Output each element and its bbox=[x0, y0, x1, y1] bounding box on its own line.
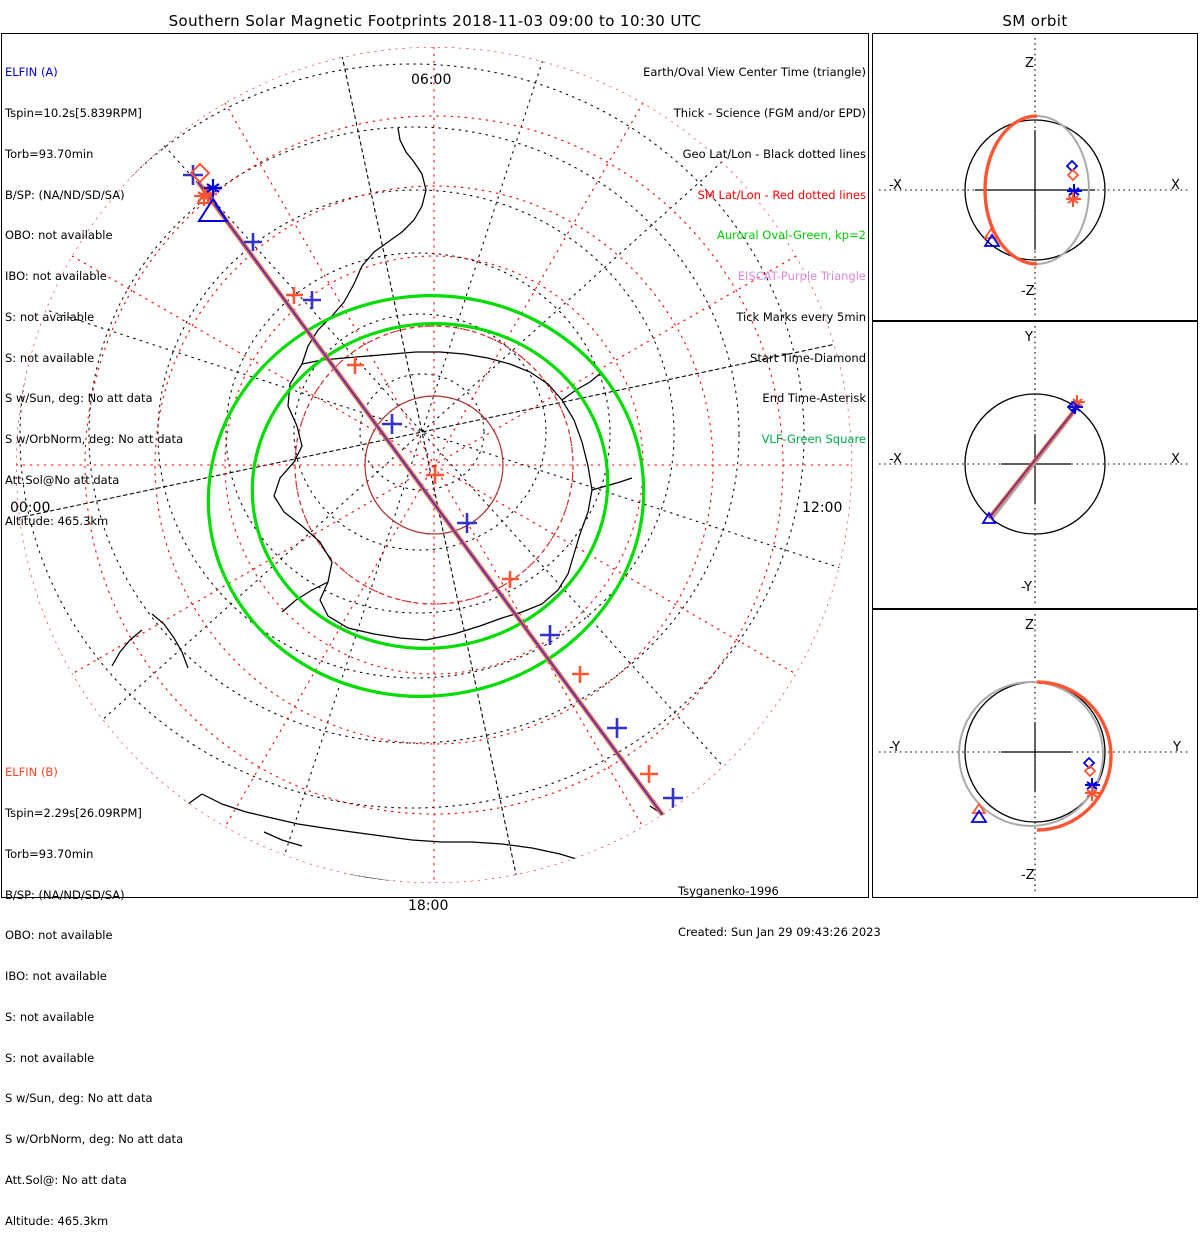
footprint-track bbox=[196, 180, 683, 842]
elfin-b-line-0: Tspin=2.29s[26.09RPM] bbox=[5, 805, 142, 820]
orbit-xy-left-label: -X bbox=[889, 452, 902, 467]
mlt-label-12: 12:00 bbox=[802, 500, 843, 516]
elfin-b-line-6: S: not available bbox=[5, 1050, 95, 1065]
elfin-b-line-5: S: not available bbox=[5, 1009, 95, 1024]
elfin-a-line-1: Torb=93.70min bbox=[5, 146, 94, 161]
coastline bbox=[111, 127, 673, 883]
footprint-polar-panel: 00:00 06:00 12:00 18:00 bbox=[1, 33, 869, 914]
orbit-yz-left-label: -Y bbox=[889, 740, 901, 755]
orbit-xz-left-label: -X bbox=[889, 178, 902, 193]
orbit-xz-top-label: Z bbox=[1025, 56, 1034, 71]
elfin-b-line-1: Torb=93.70min bbox=[5, 846, 94, 861]
start-markers bbox=[189, 162, 229, 222]
orbit-panel-yz: Z -Z -Y Y bbox=[872, 609, 1198, 898]
elfin-a-line-8: S w/OrbNorm, deg: No att data bbox=[5, 432, 184, 447]
end-markers bbox=[662, 818, 691, 850]
legend-item-3: SM Lat/Lon - Red dotted lines bbox=[697, 187, 866, 202]
mlt-label-06: 06:00 bbox=[411, 72, 452, 88]
elfin-b-line-9: Att.Sol@: No att data bbox=[5, 1173, 127, 1187]
orbit-yz-right-label: Y bbox=[1173, 740, 1181, 755]
orbit-xz-right-label: X bbox=[1171, 178, 1180, 193]
elfin-a-name: ELFIN (A) bbox=[5, 65, 58, 80]
elfin-a-line-5: S: not available bbox=[5, 309, 95, 324]
geo-grid bbox=[16, 47, 852, 883]
elfin-a-line-9: Att.Sol@No att data bbox=[5, 473, 120, 487]
legend-item-7: Start Time-Diamond bbox=[750, 350, 866, 365]
legend-item-1: Thick - Science (FGM and/or EPD) bbox=[673, 105, 866, 120]
orbit-yz-top-label: Z bbox=[1025, 618, 1034, 633]
orbit-panel-xz: Z -Z -X X bbox=[872, 33, 1198, 321]
elfin-b-line-10: Altitude: 465.3km bbox=[5, 1213, 109, 1228]
orbit-panel-xy: Y -Y -X X bbox=[872, 321, 1198, 609]
elfin-a-line-6: S: not available bbox=[5, 350, 95, 365]
auroral-oval bbox=[206, 294, 646, 698]
legend-item-6: Tick Marks every 5min bbox=[736, 309, 866, 324]
legend-item-2: Geo Lat/Lon - Black dotted lines bbox=[682, 146, 866, 161]
elfin-a-line-7: S w/Sun, deg: No att data bbox=[5, 391, 153, 406]
legend-item-5: EISCAT-Purple Triangle bbox=[737, 269, 866, 284]
elfin-a-line-0: Tspin=10.2s[5.839RPM] bbox=[5, 105, 142, 120]
elfin-a-line-3: OBO: not available bbox=[5, 228, 113, 243]
legend-item-8: End Time-Asterisk bbox=[762, 391, 866, 406]
legend-item-9: VLF-Green Square bbox=[761, 432, 866, 447]
mlt-label-18: 18:00 bbox=[408, 898, 449, 914]
elfin-a-line-4: IBO: not available bbox=[5, 269, 107, 284]
elfin-b-line-4: IBO: not available bbox=[5, 969, 107, 984]
legend-item-0: Earth/Oval View Center Time (triangle) bbox=[643, 65, 866, 80]
elfin-b-line-7: S w/Sun, deg: No att data bbox=[5, 1091, 153, 1106]
elfin-a-line-10: Altitude: 465.3km bbox=[5, 513, 109, 528]
field-model-label: Tsyganenko-1996 bbox=[678, 884, 779, 899]
polar-plot-svg bbox=[16, 47, 852, 883]
orbit-xy-bottom-label: -Y bbox=[1021, 580, 1033, 595]
elfin-a-info-block: ELFIN (A) Tspin=10.2s[5.839RPM] Torb=93.… bbox=[5, 39, 183, 556]
legend-item-4: Auroral Oval-Green, kp=2 bbox=[716, 228, 866, 243]
credit-block: Tsyganenko-1996 Created: Sun Jan 29 09:4… bbox=[678, 858, 881, 967]
elfin-b-line-2: B/SP: (NA/ND/SD/SA) bbox=[5, 887, 125, 902]
elfin-b-name: ELFIN (B) bbox=[5, 765, 58, 780]
orbit-xz-bottom-label: -Z bbox=[1021, 284, 1035, 299]
elfin-b-line-3: OBO: not available bbox=[5, 928, 113, 943]
elfin-b-line-8: S w/OrbNorm, deg: No att data bbox=[5, 1132, 184, 1147]
elfin-a-line-2: B/SP: (NA/ND/SD/SA) bbox=[5, 187, 125, 202]
sm-inner-circles bbox=[294, 325, 574, 605]
created-timestamp: Created: Sun Jan 29 09:43:26 2023 bbox=[678, 924, 881, 939]
orbit-panel-title: SM orbit bbox=[1002, 12, 1068, 30]
page-title: Southern Solar Magnetic Footprints 2018-… bbox=[168, 12, 702, 30]
mlt-label-00: 00:00 bbox=[10, 500, 51, 516]
orbit-xy-right-label: X bbox=[1171, 452, 1180, 467]
orbit-xy-top-label: Y bbox=[1025, 330, 1033, 345]
sm-grid bbox=[16, 47, 852, 883]
orbit-yz-bottom-label: -Z bbox=[1021, 868, 1035, 883]
elfin-b-info-block: ELFIN (B) Tspin=2.29s[26.09RPM] Torb=93.… bbox=[5, 739, 183, 1256]
plot-legend: Earth/Oval View Center Time (triangle) T… bbox=[643, 39, 866, 474]
